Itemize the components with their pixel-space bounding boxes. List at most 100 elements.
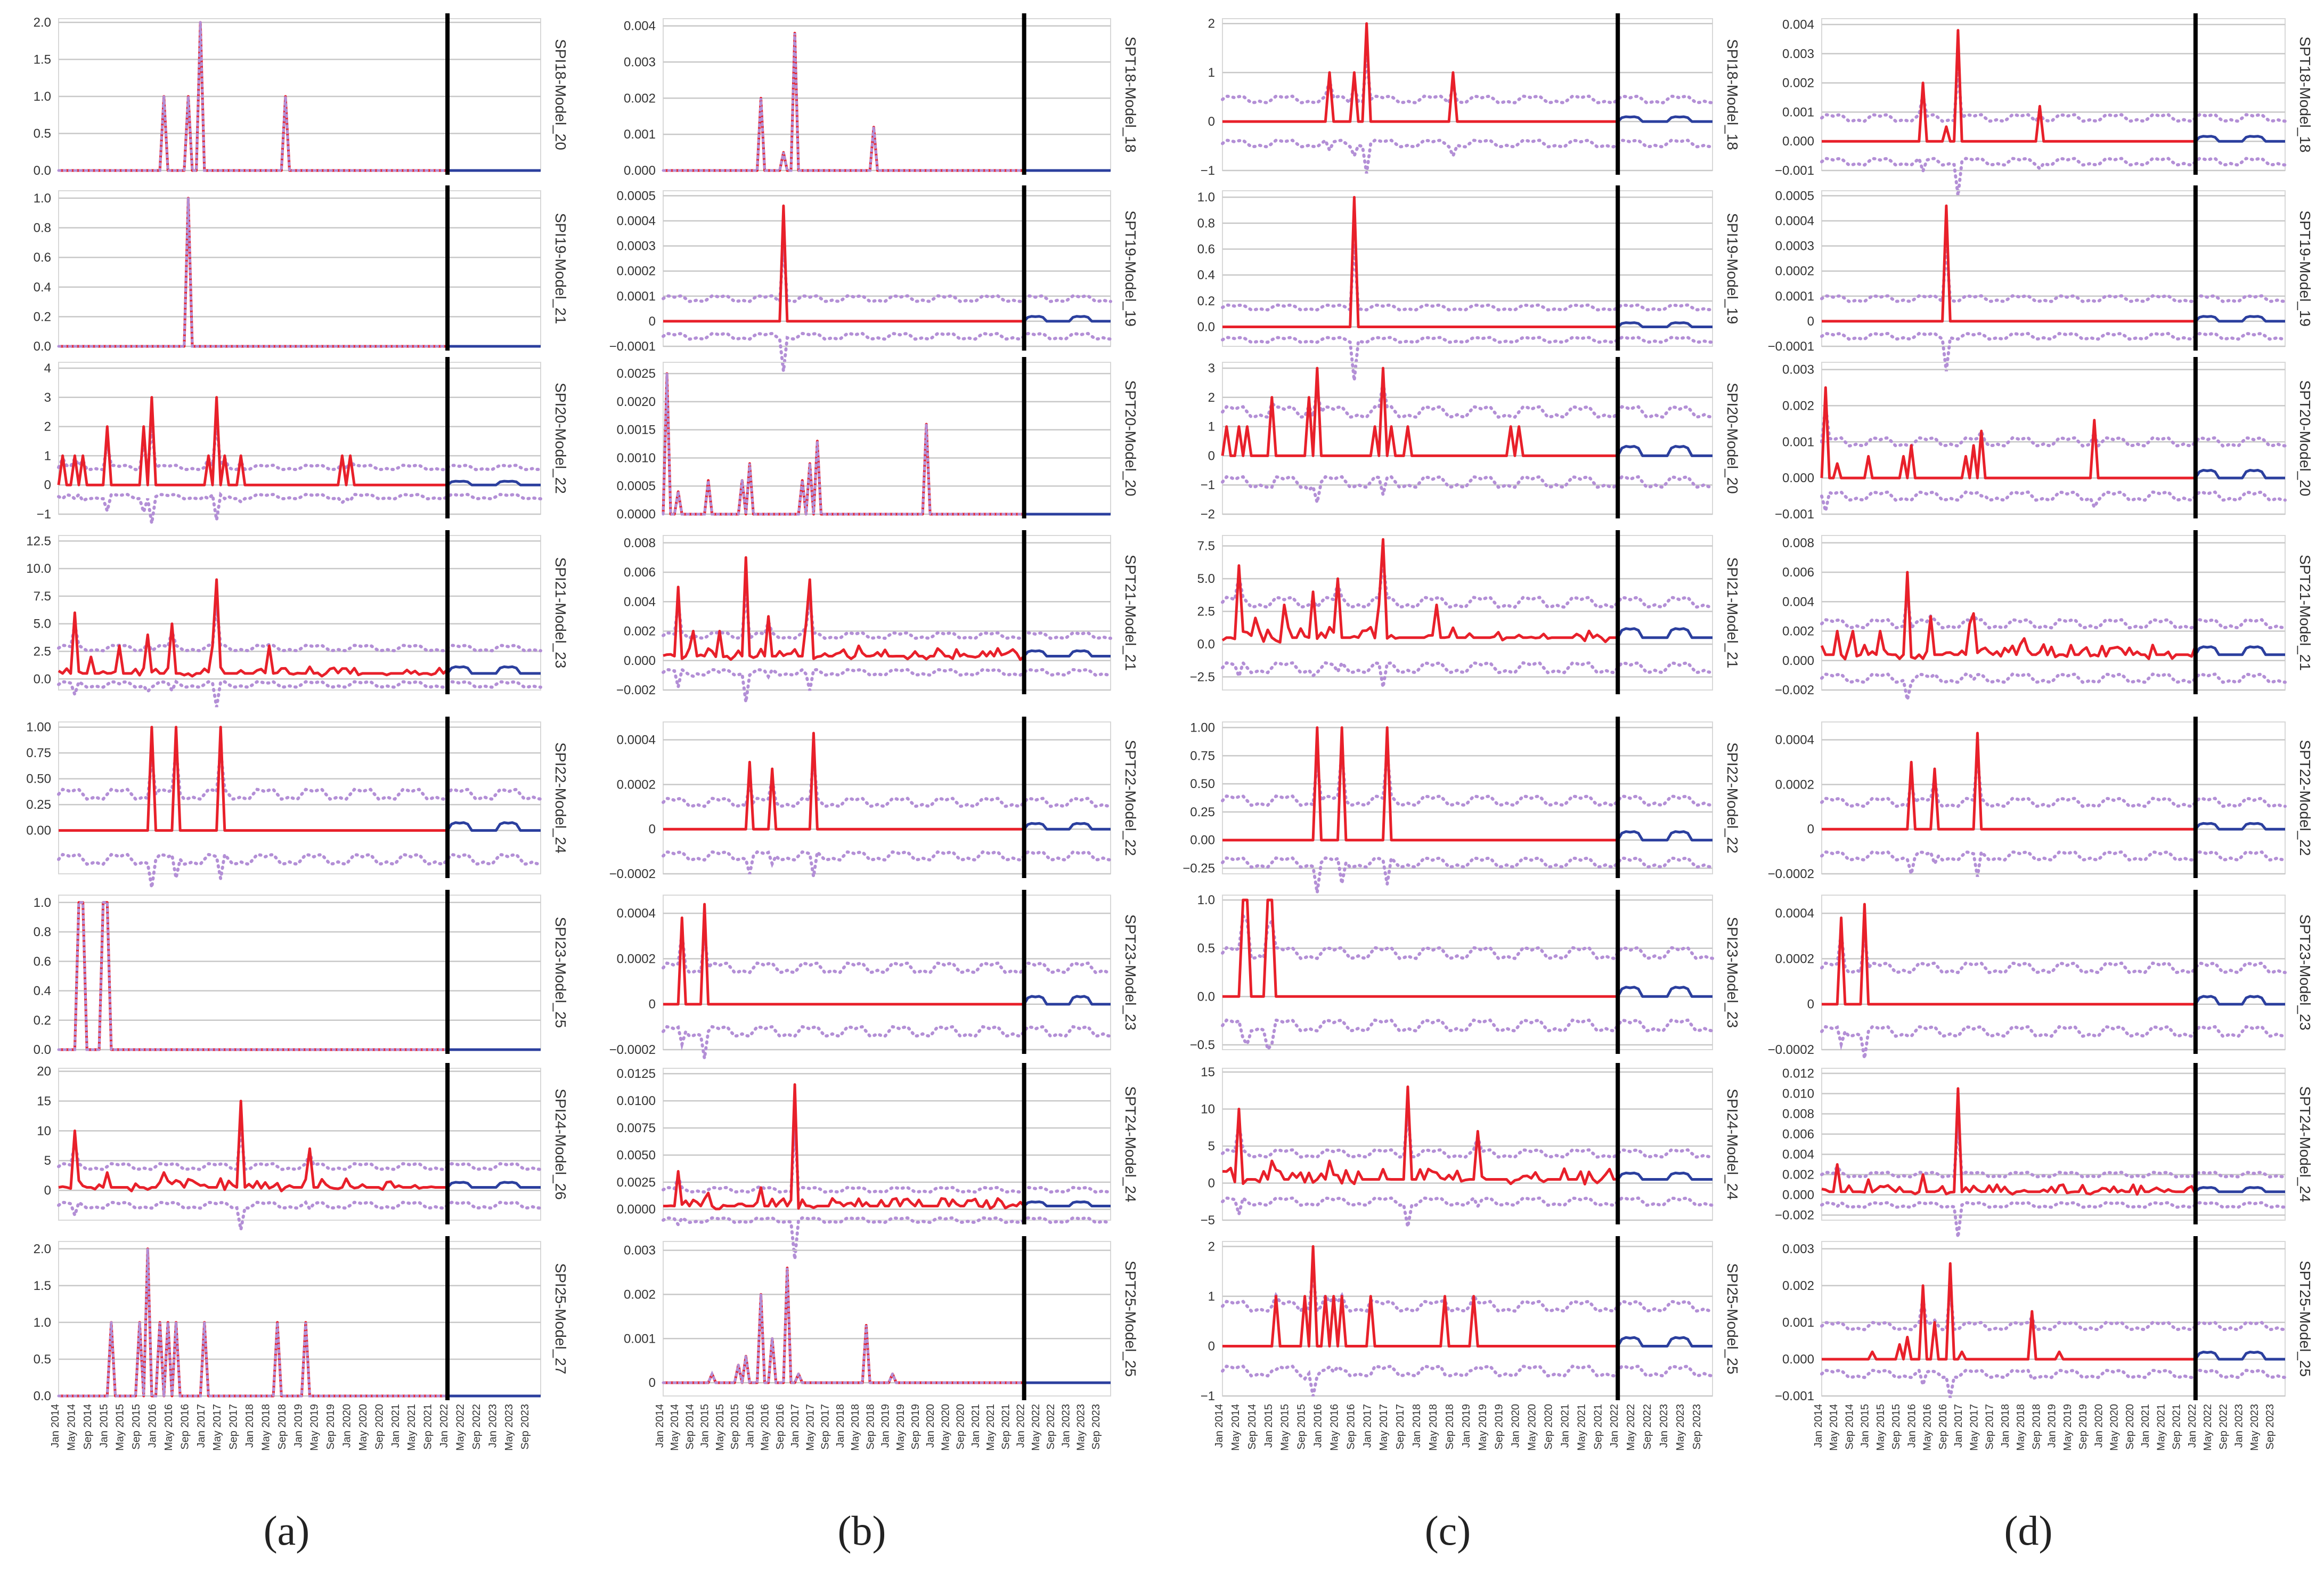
observed-line: [1820, 571, 2197, 661]
y-tick-label: 1.00: [26, 720, 51, 735]
plot-frame: [1222, 362, 1713, 515]
y-tick-label: 0: [1208, 1339, 1215, 1353]
model-label: SPI22-Model_24: [552, 742, 569, 854]
x-tick-label: Jan 2017: [195, 1404, 207, 1448]
model-label: SPI18-Model_18: [1724, 39, 1741, 150]
x-axis-b: Jan 2014 May 2014 Sep 2014 Jan 2015 May 2015…: [654, 1404, 1102, 1451]
model-label: SPT22-Model_22: [1122, 740, 1139, 856]
y-tick-label: 0.0004: [1775, 214, 1814, 229]
y-tick-label: 0.000: [1782, 471, 1814, 485]
subplot-c-8: −1 0 1 2 SPI25-Model_25: [1201, 1236, 1741, 1403]
y-tick-label: 0.006: [624, 565, 656, 580]
x-tick-label: Sep 2018: [276, 1404, 288, 1450]
plot-frame: [1222, 721, 1713, 874]
model-label: SPT25-Model_25: [1122, 1261, 1139, 1377]
lower-bound-line: [1221, 1365, 1714, 1397]
y-tick-label: −0.002: [1775, 1208, 1814, 1223]
forecast-line: [1023, 649, 1111, 657]
caption-c: (c): [1424, 1507, 1471, 1554]
subplot-a-1: 0.0 0.5 1.0 1.5 2.0 SPI18-Model_20: [34, 13, 569, 178]
y-tick-label: −0.002: [1775, 683, 1814, 697]
x-tick-label: Jan 2019: [1461, 1404, 1472, 1448]
model-label: SPI23-Model_23: [1724, 917, 1741, 1028]
lower-bound-line: [1221, 854, 1714, 893]
x-tick-label: Jan 2015: [1860, 1404, 1871, 1448]
forecast-line: [1616, 445, 1713, 457]
y-tick-label: 2.5: [34, 645, 51, 659]
y-tick-label: 0.0125: [617, 1067, 656, 1081]
subplot-b-4: −0.002 0.000 0.002 0.004 0.006 0.008 SPT21-Mod…: [616, 530, 1139, 703]
lower-bound-line: [1820, 156, 2287, 196]
y-tick-label: 1.0: [34, 896, 51, 910]
subplot-b-5: −0.0002 0 0.0002 0.0004 SPT22-Model_22: [609, 717, 1139, 881]
observed-line: [1222, 1085, 1618, 1186]
y-tick-label: 15: [1201, 1065, 1215, 1079]
y-tick-label: 0.0020: [617, 395, 656, 409]
subplot-a-7: 0 5 10 15 20 SPI24-Model_26: [37, 1063, 569, 1230]
y-tick-label: 0: [649, 1376, 656, 1390]
forecast-line: [446, 1181, 541, 1189]
y-tick-label: 4: [44, 361, 51, 376]
subplot-d-5: −0.0002 0 0.0002 0.0004 SPT22-Model_22: [1768, 717, 2313, 881]
x-tick-label: Sep 2023: [1090, 1404, 1102, 1450]
y-tick-label: 0.003: [1782, 1242, 1814, 1256]
observed-line: [59, 197, 448, 348]
y-tick-label: 1.0: [34, 1316, 51, 1330]
subplot-a-8: 0.0 0.5 1.0 1.5 2.0 SPI25-Model_27: [34, 1236, 569, 1403]
plot-frame: [58, 895, 541, 1050]
model-label: SPI24-Model_26: [552, 1089, 569, 1200]
upper-bound-line: [57, 749, 542, 801]
x-tick-label: Jan 2014: [50, 1404, 61, 1448]
lower-bound-line: [1820, 1200, 2287, 1238]
observed-line: [1822, 732, 2196, 831]
y-tick-label: 0.0004: [617, 733, 656, 748]
y-tick-label: 2: [1208, 1239, 1215, 1254]
lower-bound-line: [662, 1215, 1112, 1260]
observed-line: [1821, 1087, 2197, 1196]
x-tick-label: May 2015: [1875, 1404, 1887, 1451]
bound-overlap-line: [57, 1248, 449, 1398]
y-tick-label: 0.0: [34, 339, 51, 354]
observed-line: [58, 578, 449, 678]
upper-bound-line: [1221, 1274, 1714, 1315]
subplot-c-4: −2.5 0.0 2.5 5.0 7.5 SPI21-Model_21: [1190, 530, 1741, 694]
y-tick-label: 0.003: [1782, 363, 1814, 377]
observed-line: [1221, 538, 1618, 644]
y-tick-label: 0.75: [1190, 749, 1215, 763]
plot-frame: [58, 535, 541, 691]
x-tick-label: May 2019: [309, 1404, 321, 1451]
x-tick-label: May 2014: [1230, 1404, 1242, 1451]
x-tick-label: Jan 2022: [1609, 1404, 1620, 1448]
y-tick-label: 0.0: [1197, 320, 1215, 335]
y-tick-label: −2: [1201, 507, 1215, 522]
subplot-d-3: −0.001 0.000 0.001 0.002 0.003 SPT20-Model_20: [1775, 357, 2313, 522]
x-tick-label: Jan 2020: [341, 1404, 353, 1448]
y-tick-label: 0.50: [26, 772, 51, 786]
x-tick-label: Sep 2015: [1890, 1404, 1902, 1450]
x-tick-label: Sep 2022: [1045, 1404, 1057, 1450]
x-tick-label: Sep 2018: [1444, 1404, 1456, 1450]
plot-frame: [663, 18, 1111, 171]
y-tick-label: 0: [1807, 822, 1814, 837]
x-tick-label: May 2016: [760, 1404, 771, 1451]
y-tick-label: 0: [649, 314, 656, 329]
x-tick-label: Sep 2021: [1000, 1404, 1012, 1450]
bound-overlap-line: [57, 901, 449, 1051]
x-tick-label: May 2020: [357, 1404, 369, 1451]
y-tick-label: 0: [649, 822, 656, 837]
y-tick-label: −0.0002: [609, 867, 656, 881]
y-tick-label: −0.5: [1190, 1038, 1215, 1052]
y-tick-label: 0.004: [1782, 595, 1814, 609]
x-tick-label: Jan 2023: [1658, 1404, 1670, 1448]
y-tick-label: 0.001: [624, 1332, 656, 1346]
x-tick-label: Sep 2016: [1937, 1404, 1949, 1450]
x-tick-label: Sep 2014: [1246, 1404, 1258, 1450]
subplot-c-7: −5 0 5 10 15 SPI24-Model_24: [1201, 1063, 1741, 1228]
y-tick-label: −0.0001: [1768, 339, 1814, 354]
upper-bound-line: [1820, 1125, 2287, 1179]
x-tick-label: Jan 2018: [835, 1404, 846, 1448]
y-tick-label: 0.4: [34, 280, 51, 295]
x-tick-label: Sep 2021: [2171, 1404, 2183, 1450]
y-tick-label: 0.4: [34, 984, 51, 998]
y-tick-label: 0.0: [1197, 989, 1215, 1004]
